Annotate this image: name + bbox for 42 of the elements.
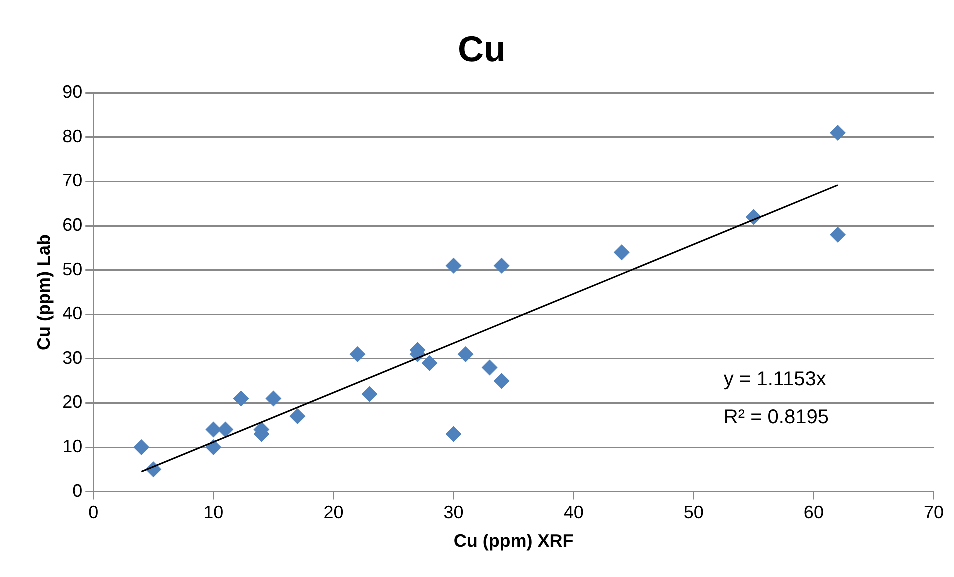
point	[233, 390, 250, 407]
point	[206, 422, 222, 438]
x-tick-label: 60	[804, 502, 824, 523]
point	[494, 258, 510, 274]
x-tick-label: 0	[88, 502, 99, 523]
point	[446, 426, 462, 442]
y-tick-label: 90	[62, 82, 83, 102]
point	[614, 244, 630, 261]
y-axis-title: Cu (ppm) Lab	[34, 234, 54, 350]
y-tick-label: 0	[72, 480, 83, 501]
chart-title: Cu	[458, 28, 506, 70]
point	[830, 226, 846, 243]
annotation: y = 1.1153x	[724, 368, 826, 391]
point	[458, 346, 474, 363]
y-tick-label: 60	[62, 215, 83, 236]
x-tick-label: 50	[684, 502, 704, 523]
point	[266, 390, 282, 407]
y-tick-label: 80	[62, 126, 83, 146]
point	[494, 373, 510, 390]
x-tick-label: 70	[924, 502, 944, 523]
point	[350, 346, 366, 363]
x-tick-label: 30	[444, 502, 464, 523]
x-tick-label: 10	[204, 502, 224, 523]
x-tick-label: 40	[564, 502, 584, 523]
y-tick-label: 20	[62, 392, 83, 412]
point	[830, 125, 846, 142]
y-tick-label: 40	[62, 304, 83, 324]
x-axis-title: Cu (ppm) XRF	[454, 531, 574, 552]
point	[290, 408, 306, 425]
y-tick-label: 30	[62, 348, 83, 368]
point	[422, 355, 438, 372]
point	[206, 440, 222, 456]
annotation: R² = 0.8195	[724, 406, 829, 429]
point	[218, 422, 234, 438]
point	[482, 360, 498, 376]
point	[134, 440, 150, 456]
y-tick-label: 10	[62, 436, 83, 456]
y-tick-label: 50	[62, 259, 83, 280]
y-tick-label: 70	[62, 170, 83, 191]
point	[362, 386, 378, 402]
x-tick-label: 20	[324, 502, 344, 523]
point	[446, 258, 462, 274]
